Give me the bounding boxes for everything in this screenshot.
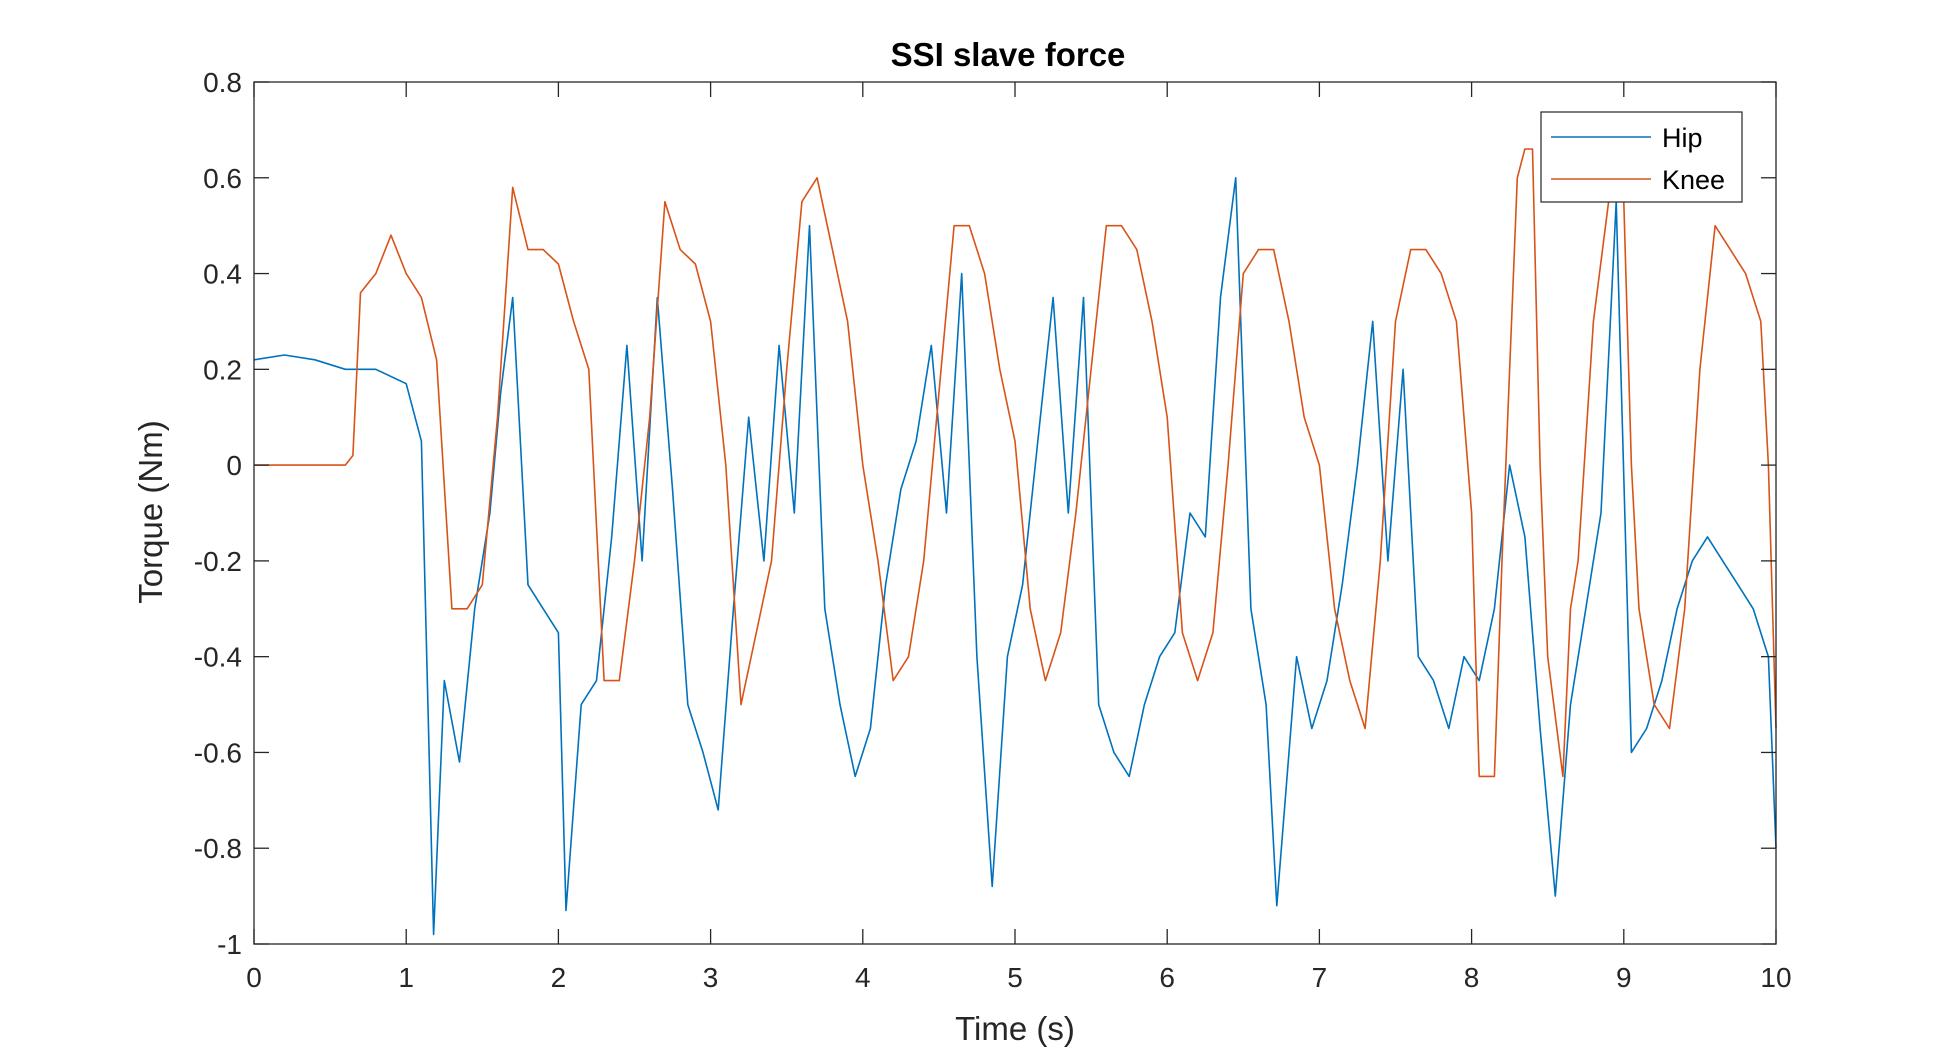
x-tick-label: 5 bbox=[1007, 962, 1023, 993]
y-tick-label: 0.2 bbox=[203, 354, 242, 385]
x-tick-label: 2 bbox=[551, 962, 567, 993]
y-tick-label: 0 bbox=[226, 450, 242, 481]
x-tick-label: 6 bbox=[1159, 962, 1175, 993]
y-tick-label: -0.6 bbox=[194, 737, 242, 768]
y-tick-label: -0.4 bbox=[194, 642, 242, 673]
chart-title: SSI slave force bbox=[891, 36, 1126, 73]
x-ticks: 0 1 2 3 4 5 6 7 8 9 10 bbox=[246, 82, 1792, 993]
series-layer bbox=[253, 148, 1777, 936]
x-axis-label: Time (s) bbox=[955, 1010, 1075, 1047]
legend-knee-label: Knee bbox=[1662, 165, 1725, 195]
y-tick-label: 0.8 bbox=[203, 67, 242, 98]
y-tick-label: -0.2 bbox=[194, 546, 242, 577]
x-tick-label: 10 bbox=[1760, 962, 1791, 993]
legend-box bbox=[1540, 111, 1743, 203]
legend-hip-label: Hip bbox=[1662, 123, 1703, 153]
x-tick-label: 3 bbox=[703, 962, 719, 993]
x-tick-label: 9 bbox=[1616, 962, 1632, 993]
y-tick-label: -1 bbox=[217, 929, 242, 960]
x-tick-label: 1 bbox=[398, 962, 414, 993]
y-tick-label: 0.4 bbox=[203, 259, 242, 290]
y-tick-label: -0.8 bbox=[194, 833, 242, 864]
x-tick-label: 7 bbox=[1312, 962, 1328, 993]
plot-area bbox=[254, 82, 1776, 944]
y-axis-label: Torque (Nm) bbox=[132, 420, 169, 603]
series-line-knee bbox=[254, 148, 1777, 778]
y-tick-label: 0.6 bbox=[203, 163, 242, 194]
series-line-hip bbox=[253, 177, 1777, 936]
x-tick-label: 0 bbox=[246, 962, 262, 993]
x-tick-label: 8 bbox=[1464, 962, 1480, 993]
y-ticks: 0.8 0.6 0.4 0.2 0 -0.2 -0.4 -0.6 -0.8 -1 bbox=[194, 67, 1776, 960]
legend: Hip Knee bbox=[1540, 111, 1743, 203]
x-tick-label: 4 bbox=[855, 962, 871, 993]
